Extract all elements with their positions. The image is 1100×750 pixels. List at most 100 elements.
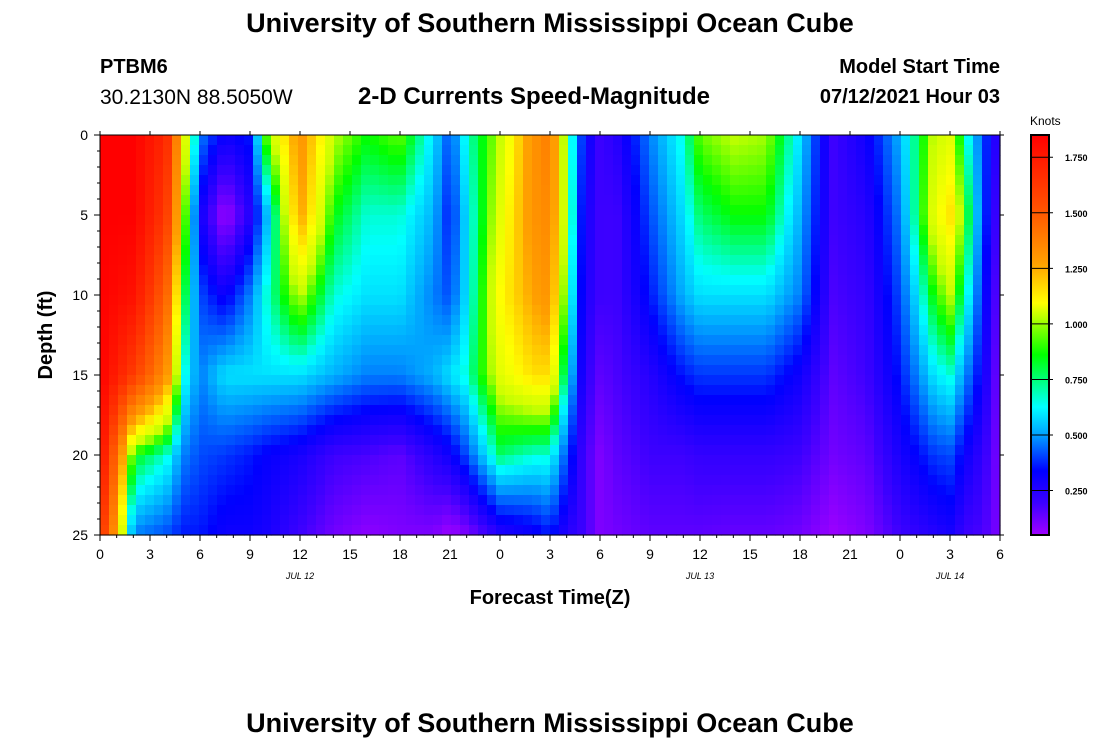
heatmap-cell [253,505,263,516]
heatmap-cell [793,155,803,166]
heatmap-cell [460,525,470,536]
heatmap-cell [595,405,605,416]
x-tick-label: 12 [292,546,308,562]
heatmap-cell [649,475,659,486]
heatmap-cell [163,285,173,296]
heatmap-cell [964,445,974,456]
heatmap-cell [433,245,443,256]
x-tick-label: 3 [946,546,954,562]
heatmap-cell [226,505,236,516]
heatmap-cell [748,175,758,186]
heatmap-cell [586,265,596,276]
heatmap-cell [775,315,785,326]
heatmap-cell [298,275,308,286]
heatmap-cell [343,425,353,436]
heatmap-cell [352,255,362,266]
heatmap-cell [892,395,902,406]
heatmap-cell [478,495,488,506]
heatmap-cell [721,275,731,286]
heatmap-cell [631,405,641,416]
heatmap-cell [118,315,128,326]
heatmap-cell [505,225,515,236]
heatmap-cell [460,175,470,186]
heatmap-cell [343,325,353,336]
heatmap-cell [226,255,236,266]
heatmap-cell [217,195,227,206]
heatmap-cell [208,225,218,236]
heatmap-cell [946,305,956,316]
heatmap-cell [460,435,470,446]
heatmap-cell [136,335,146,346]
heatmap-cell [163,225,173,236]
heatmap-cell [757,335,767,346]
heatmap-cell [271,465,281,476]
heatmap-cell [784,405,794,416]
heatmap-cell [964,405,974,416]
heatmap-cell [370,235,380,246]
heatmap-cell [865,475,875,486]
heatmap-cell [361,435,371,446]
heatmap-cell [370,285,380,296]
heatmap-cell [973,445,983,456]
heatmap-cell [406,155,416,166]
heatmap-cell [307,515,317,526]
heatmap-cell [433,295,443,306]
heatmap-cell [415,235,425,246]
heatmap-cell [217,405,227,416]
heatmap-cell [118,265,128,276]
heatmap-cell [532,435,542,446]
heatmap-cell [505,425,515,436]
heatmap-cell [559,285,569,296]
heatmap-cell [739,445,749,456]
heatmap-cell [190,205,200,216]
heatmap-cell [262,335,272,346]
heatmap-cell [226,485,236,496]
heatmap-cell [586,185,596,196]
heatmap-cell [460,295,470,306]
heatmap-cell [856,515,866,526]
heatmap-cell [361,485,371,496]
heatmap-cell [847,185,857,196]
heatmap-cell [586,355,596,366]
heatmap-cell [352,165,362,176]
heatmap-cell [892,135,902,146]
heatmap-cell [370,195,380,206]
heatmap-cell [928,135,938,146]
heatmap-cell [163,325,173,336]
heatmap-cell [559,315,569,326]
heatmap-cell [136,355,146,366]
heatmap-cell [487,145,497,156]
heatmap-cell [739,265,749,276]
heatmap-cell [703,505,713,516]
heatmap-cell [721,225,731,236]
heatmap-cell [649,515,659,526]
heatmap-cell [820,235,830,246]
heatmap-cell [694,255,704,266]
heatmap-cell [838,415,848,426]
heatmap-cell [289,195,299,206]
heatmap-cell [181,475,191,486]
heatmap-cell [604,155,614,166]
heatmap-cell [217,275,227,286]
heatmap-cell [955,375,965,386]
heatmap-cell [712,385,722,396]
heatmap-cell [955,405,965,416]
heatmap-cell [730,135,740,146]
heatmap-cell [406,505,416,516]
heatmap-cell [334,435,344,446]
heatmap-cell [649,195,659,206]
heatmap-cell [253,415,263,426]
heatmap-cell [343,445,353,456]
heatmap-cell [172,255,182,266]
model-start-value: 07/12/2021 Hour 03 [819,86,1000,108]
heatmap-cell [190,175,200,186]
heatmap-cell [316,455,326,466]
heatmap-cell [280,345,290,356]
heatmap-cell [640,515,650,526]
heatmap-cell [955,355,965,366]
heatmap-cell [829,175,839,186]
heatmap-cell [784,305,794,316]
heatmap-cell [820,345,830,356]
heatmap-cell [847,485,857,496]
heatmap-cell [442,295,452,306]
